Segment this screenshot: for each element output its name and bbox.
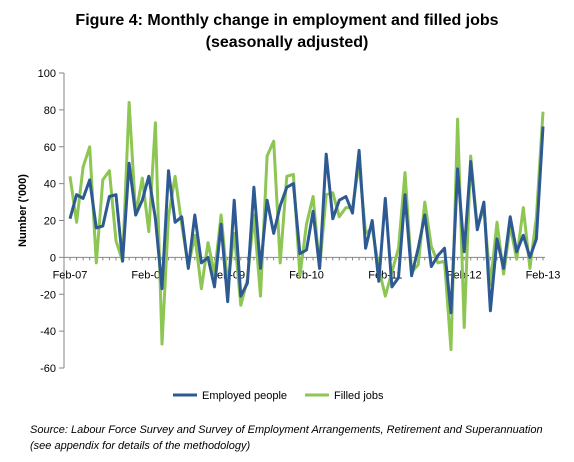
- y-tick-label: -20: [40, 289, 56, 301]
- legend-label-employed-people: Employed people: [202, 390, 287, 402]
- y-tick-label: 80: [44, 105, 56, 117]
- x-tick-label: Feb-08: [131, 269, 166, 281]
- legend: Employed people Filled jobs: [173, 390, 384, 402]
- y-tick-label: 0: [50, 252, 56, 264]
- legend-label-filled-jobs: Filled jobs: [334, 390, 384, 402]
- chart-title-line-2: (seasonally adjusted): [205, 34, 369, 51]
- chart-title-line-1: Figure 4: Monthly change in employment a…: [75, 12, 499, 29]
- y-tick-label: 20: [44, 216, 56, 228]
- y-tick-label: 40: [44, 179, 56, 191]
- series-layer: [68, 101, 545, 352]
- y-tick-label: 100: [38, 68, 56, 80]
- series-line-filled-jobs: [68, 101, 545, 352]
- y-tick-label: 60: [44, 142, 56, 154]
- y-tick-label: -40: [40, 326, 56, 338]
- series-line-employed-people: [68, 126, 545, 315]
- y-tick-label: -60: [40, 363, 56, 375]
- x-tick-label: Feb-12: [447, 269, 482, 281]
- source-note: Source: Labour Force Survey and Survey o…: [30, 424, 543, 452]
- x-tick-label: Feb-10: [289, 269, 324, 281]
- chart-title: Figure 4: Monthly change in employment a…: [0, 10, 574, 54]
- x-tick-label: Feb-07: [53, 269, 88, 281]
- y-axis-label: Number ('000): [17, 174, 29, 247]
- x-tick-label: Feb-13: [526, 269, 561, 281]
